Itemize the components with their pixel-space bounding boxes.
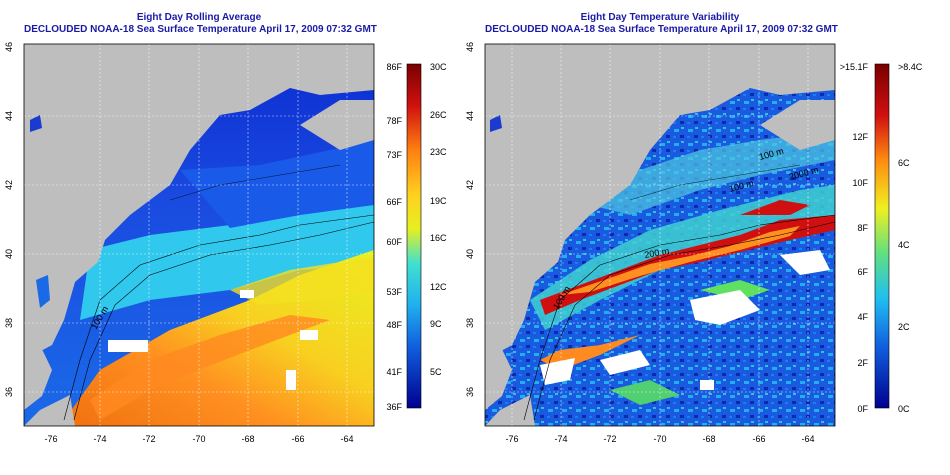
left-cb-f-3: 66F: [386, 197, 402, 207]
right-cb-c-2: 4C: [898, 240, 910, 250]
left-lon-tick: -70: [192, 434, 205, 444]
right-lat-tick: 40: [465, 249, 475, 259]
right-map-frame: [484, 43, 836, 427]
right-lon-tick: -64: [801, 434, 814, 444]
left-cb-c-0: 30C: [430, 62, 447, 72]
right-cb-c-4: 0C: [898, 404, 910, 414]
right-cb-f-5: 4F: [857, 312, 868, 322]
left-lat-tick: 44: [4, 111, 14, 121]
left-cb-f-2: 73F: [386, 150, 402, 160]
left-cb-f-6: 48F: [386, 320, 402, 330]
left-lon-tick: -72: [142, 434, 155, 444]
left-colorbar-c-labels: 30C 26C 23C 19C 16C 12C 9C 5C: [430, 62, 447, 377]
right-lon-tick: -72: [603, 434, 616, 444]
right-lon-tick: -68: [702, 434, 715, 444]
left-cb-f-5: 53F: [386, 287, 402, 297]
right-cb-c-0: >8.4C: [898, 62, 923, 72]
right-title-line1: Eight Day Temperature Variability: [580, 12, 740, 23]
left-lon-tick: -74: [93, 434, 106, 444]
right-cb-c-1: 6C: [898, 158, 910, 168]
right-lat-ticks: 46 44 42 40 38 36: [465, 42, 475, 397]
right-title-line2: DECLOUDED NOAA-18 Sea Surface Temperatur…: [485, 24, 838, 35]
left-lon-tick: -68: [241, 434, 254, 444]
left-cb-c-2: 23C: [430, 147, 447, 157]
left-cb-f-1: 78F: [386, 116, 402, 126]
left-cb-f-7: 41F: [386, 367, 402, 377]
left-map-frame: [23, 43, 375, 427]
right-lon-tick: -70: [653, 434, 666, 444]
right-lat-tick: 44: [465, 111, 475, 121]
left-lon-tick: -76: [44, 434, 57, 444]
right-lon-tick: -74: [554, 434, 567, 444]
left-title-line2: DECLOUDED NOAA-18 Sea Surface Temperatur…: [24, 24, 377, 35]
right-cb-f-6: 2F: [857, 358, 868, 368]
left-cb-f-4: 60F: [386, 237, 402, 247]
left-lat-tick: 46: [4, 42, 14, 52]
left-lat-tick: 38: [4, 318, 14, 328]
left-lon-ticks: -76 -74 -72 -70 -68 -66 -64: [44, 434, 353, 444]
left-colorbar: [406, 63, 422, 409]
left-sst-map: 100 m: [24, 44, 374, 426]
left-lat-ticks: 46 44 42 40 38 36: [4, 42, 14, 397]
right-cb-c-3: 2C: [898, 322, 910, 332]
right-colorbar: [874, 63, 890, 409]
right-lat-tick: 46: [465, 42, 475, 52]
right-lat-tick: 36: [465, 387, 475, 397]
right-cb-f-2: 10F: [852, 178, 868, 188]
left-cb-c-6: 9C: [430, 319, 442, 329]
left-cb-c-7: 5C: [430, 367, 442, 377]
left-colorbar-f-labels: 86F 78F 73F 66F 60F 53F 48F 41F 36F: [386, 62, 402, 412]
right-colorbar-c-labels: >8.4C 6C 4C 2C 0C: [898, 62, 923, 414]
right-lon-tick: -66: [752, 434, 765, 444]
left-cb-c-1: 26C: [430, 110, 447, 120]
left-cb-f-0: 86F: [386, 62, 402, 72]
left-lat-tick: 36: [4, 387, 14, 397]
left-cb-c-3: 19C: [430, 196, 447, 206]
right-contour-label: 200 m: [644, 246, 670, 260]
right-cb-f-7: 0F: [857, 404, 868, 414]
left-title-line1: Eight Day Rolling Average: [136, 12, 262, 23]
right-cb-f-4: 6F: [857, 267, 868, 277]
left-lon-tick: -64: [340, 434, 353, 444]
left-cb-c-4: 16C: [430, 233, 447, 243]
right-cb-f-1: 12F: [852, 132, 868, 142]
right-colorbar-f-labels: >15.1F 12F 10F 8F 6F 4F 2F 0F: [840, 62, 869, 414]
left-lat-tick: 40: [4, 249, 14, 259]
left-lat-tick: 42: [4, 180, 14, 190]
right-lon-tick: -76: [505, 434, 518, 444]
right-cb-f-0: >15.1F: [840, 62, 869, 72]
right-variability-map: 100 m 100 m 2000 m 200 m 100 m: [485, 44, 835, 426]
right-cb-f-3: 8F: [857, 223, 868, 233]
right-lon-ticks: -76 -74 -72 -70 -68 -66 -64: [505, 434, 814, 444]
right-lat-tick: 38: [465, 318, 475, 328]
left-cb-f-8: 36F: [386, 402, 402, 412]
left-cb-c-5: 12C: [430, 282, 447, 292]
right-lat-tick: 42: [465, 180, 475, 190]
left-lon-tick: -66: [291, 434, 304, 444]
